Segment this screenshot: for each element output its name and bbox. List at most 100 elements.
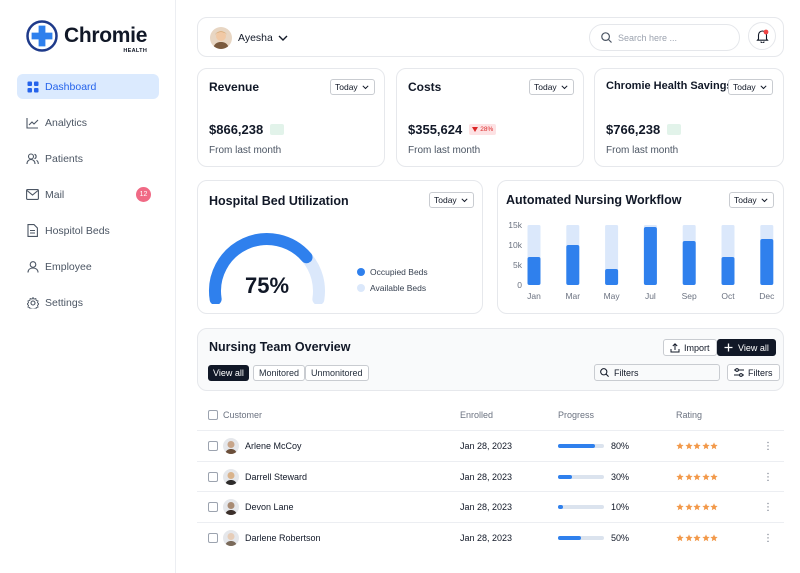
period-dropdown[interactable]: Today <box>330 79 375 95</box>
table-row[interactable]: Darlene Robertson Jan 28, 2023 50% ⋮ <box>197 522 784 552</box>
more-options-icon[interactable]: ⋮ <box>763 532 773 544</box>
gauge-value: 75% <box>245 273 289 298</box>
sidebar-item-dashboard[interactable]: Dashboard <box>17 74 159 99</box>
period-value: Today <box>734 195 757 205</box>
bar-oct[interactable] <box>721 257 735 285</box>
bar-jan[interactable] <box>527 257 541 285</box>
filter-input[interactable] <box>614 367 714 378</box>
sidebar-item-mail[interactable]: Mail 12 <box>17 182 159 207</box>
star-icon <box>684 534 693 542</box>
star-icon <box>676 473 684 481</box>
top-bar: Ayesha <box>197 17 784 57</box>
column-rating: Rating <box>676 410 703 420</box>
period-dropdown[interactable]: Today <box>728 79 773 95</box>
star-icon <box>701 473 710 481</box>
avatar <box>223 438 239 454</box>
sidebar-item-hospital-beds[interactable]: Hospitol Beds <box>17 218 159 243</box>
star-icon <box>693 442 701 450</box>
button-label: Import <box>684 342 710 353</box>
progress-value: 30% <box>611 472 630 482</box>
period-dropdown[interactable]: Today <box>529 79 574 95</box>
bar-dec[interactable] <box>760 239 774 285</box>
row-checkbox[interactable] <box>208 533 218 543</box>
search-input[interactable] <box>618 32 728 43</box>
customer-name: Devon Lane <box>245 502 294 512</box>
tab-view-all[interactable]: View all <box>208 365 249 381</box>
table-row[interactable]: Arlene McCoy Jan 28, 2023 80% ⋮ <box>197 430 784 460</box>
table-row[interactable]: Darrell Steward Jan 28, 2023 30% ⋮ <box>197 461 784 491</box>
sidebar-item-analytics[interactable]: Analytics <box>17 110 159 135</box>
period-dropdown[interactable]: Today <box>729 192 774 208</box>
stat-subtitle: From last month <box>209 145 282 156</box>
period-value: Today <box>733 82 756 92</box>
period-dropdown[interactable]: Today <box>429 192 474 208</box>
sidebar-item-settings[interactable]: Settings <box>17 290 159 315</box>
costs-card: Costs Today $355,624 28% From last month <box>396 68 584 167</box>
brand-sub: HEALTH <box>123 48 148 54</box>
card-title: Chromie Health Savings <box>606 80 733 92</box>
button-label: Filters <box>748 367 773 378</box>
chevron-down-icon <box>761 197 768 202</box>
row-checkbox[interactable] <box>208 441 218 451</box>
mail-icon <box>26 188 39 201</box>
star-icon <box>684 473 693 481</box>
filter-search[interactable] <box>594 364 720 381</box>
progress-value: 50% <box>611 533 630 543</box>
tab-unmonitored[interactable]: Unmonitored <box>305 365 369 381</box>
row-checkbox[interactable] <box>208 502 218 512</box>
search-icon <box>601 32 612 43</box>
tab-label: Unmonitored <box>311 368 363 378</box>
star-icon <box>693 503 701 511</box>
sidebar-nav: Dashboard Analytics Patients Mail 12 H <box>17 74 159 326</box>
filters-button[interactable]: Filters <box>727 364 780 381</box>
progress-fill <box>558 505 563 509</box>
bar-jul[interactable] <box>643 227 657 285</box>
brand-logo[interactable]: Chromie HEALTH <box>26 20 148 54</box>
bar-may[interactable] <box>605 269 619 285</box>
card-title: Revenue <box>209 80 260 94</box>
enrolled-date: Jan 28, 2023 <box>460 441 513 451</box>
document-icon <box>26 224 39 237</box>
progress-fill <box>558 444 595 448</box>
bell-icon <box>755 29 769 43</box>
import-button[interactable]: Import <box>663 339 717 356</box>
bar-sep[interactable] <box>682 241 696 285</box>
progress-bar <box>558 505 604 509</box>
chevron-down-icon <box>760 84 767 89</box>
more-options-icon[interactable]: ⋮ <box>763 440 773 452</box>
bar-mar[interactable] <box>566 245 580 285</box>
star-icon <box>676 534 684 542</box>
more-options-icon[interactable]: ⋮ <box>763 501 773 513</box>
team-overview-header: Nursing Team Overview Import View all Vi… <box>197 328 784 391</box>
progress-value: 10% <box>611 502 630 512</box>
stat-amount: $766,238 <box>606 122 661 137</box>
user-menu[interactable]: Ayesha <box>210 27 288 49</box>
period-value: Today <box>534 82 557 92</box>
customer-name: Darlene Robertson <box>245 533 321 543</box>
select-all-checkbox[interactable] <box>208 410 218 420</box>
user-name: Ayesha <box>238 32 273 44</box>
row-checkbox[interactable] <box>208 472 218 482</box>
bed-utilization-card: Hospital Bed Utilization Today 75% Occup… <box>197 180 483 314</box>
card-title: Costs <box>408 80 442 94</box>
enrolled-date: Jan 28, 2023 <box>460 472 513 482</box>
brand-name: Chromie <box>64 24 148 47</box>
star-icon <box>684 503 693 511</box>
table-row[interactable]: Devon Lane Jan 28, 2023 10% ⋮ <box>197 491 784 521</box>
more-options-icon[interactable]: ⋮ <box>763 471 773 483</box>
view-all-button[interactable]: View all <box>717 339 776 356</box>
sidebar-item-employee[interactable]: Employee <box>17 254 159 279</box>
progress-bar <box>558 475 604 479</box>
x-tick-label: Sep <box>682 291 697 301</box>
gear-icon <box>26 296 39 309</box>
revenue-value: $866,238 <box>209 122 285 137</box>
tab-label: Monitored <box>259 368 300 378</box>
tab-monitored[interactable]: Monitored <box>253 365 306 381</box>
y-tick-label: 10k <box>508 240 522 250</box>
savings-value: $766,238 <box>606 122 682 137</box>
notification-button[interactable] <box>748 22 776 50</box>
progress-fill <box>558 475 572 479</box>
star-icon <box>710 503 718 511</box>
search-box[interactable] <box>589 24 740 51</box>
sidebar-item-patients[interactable]: Patients <box>17 146 159 171</box>
